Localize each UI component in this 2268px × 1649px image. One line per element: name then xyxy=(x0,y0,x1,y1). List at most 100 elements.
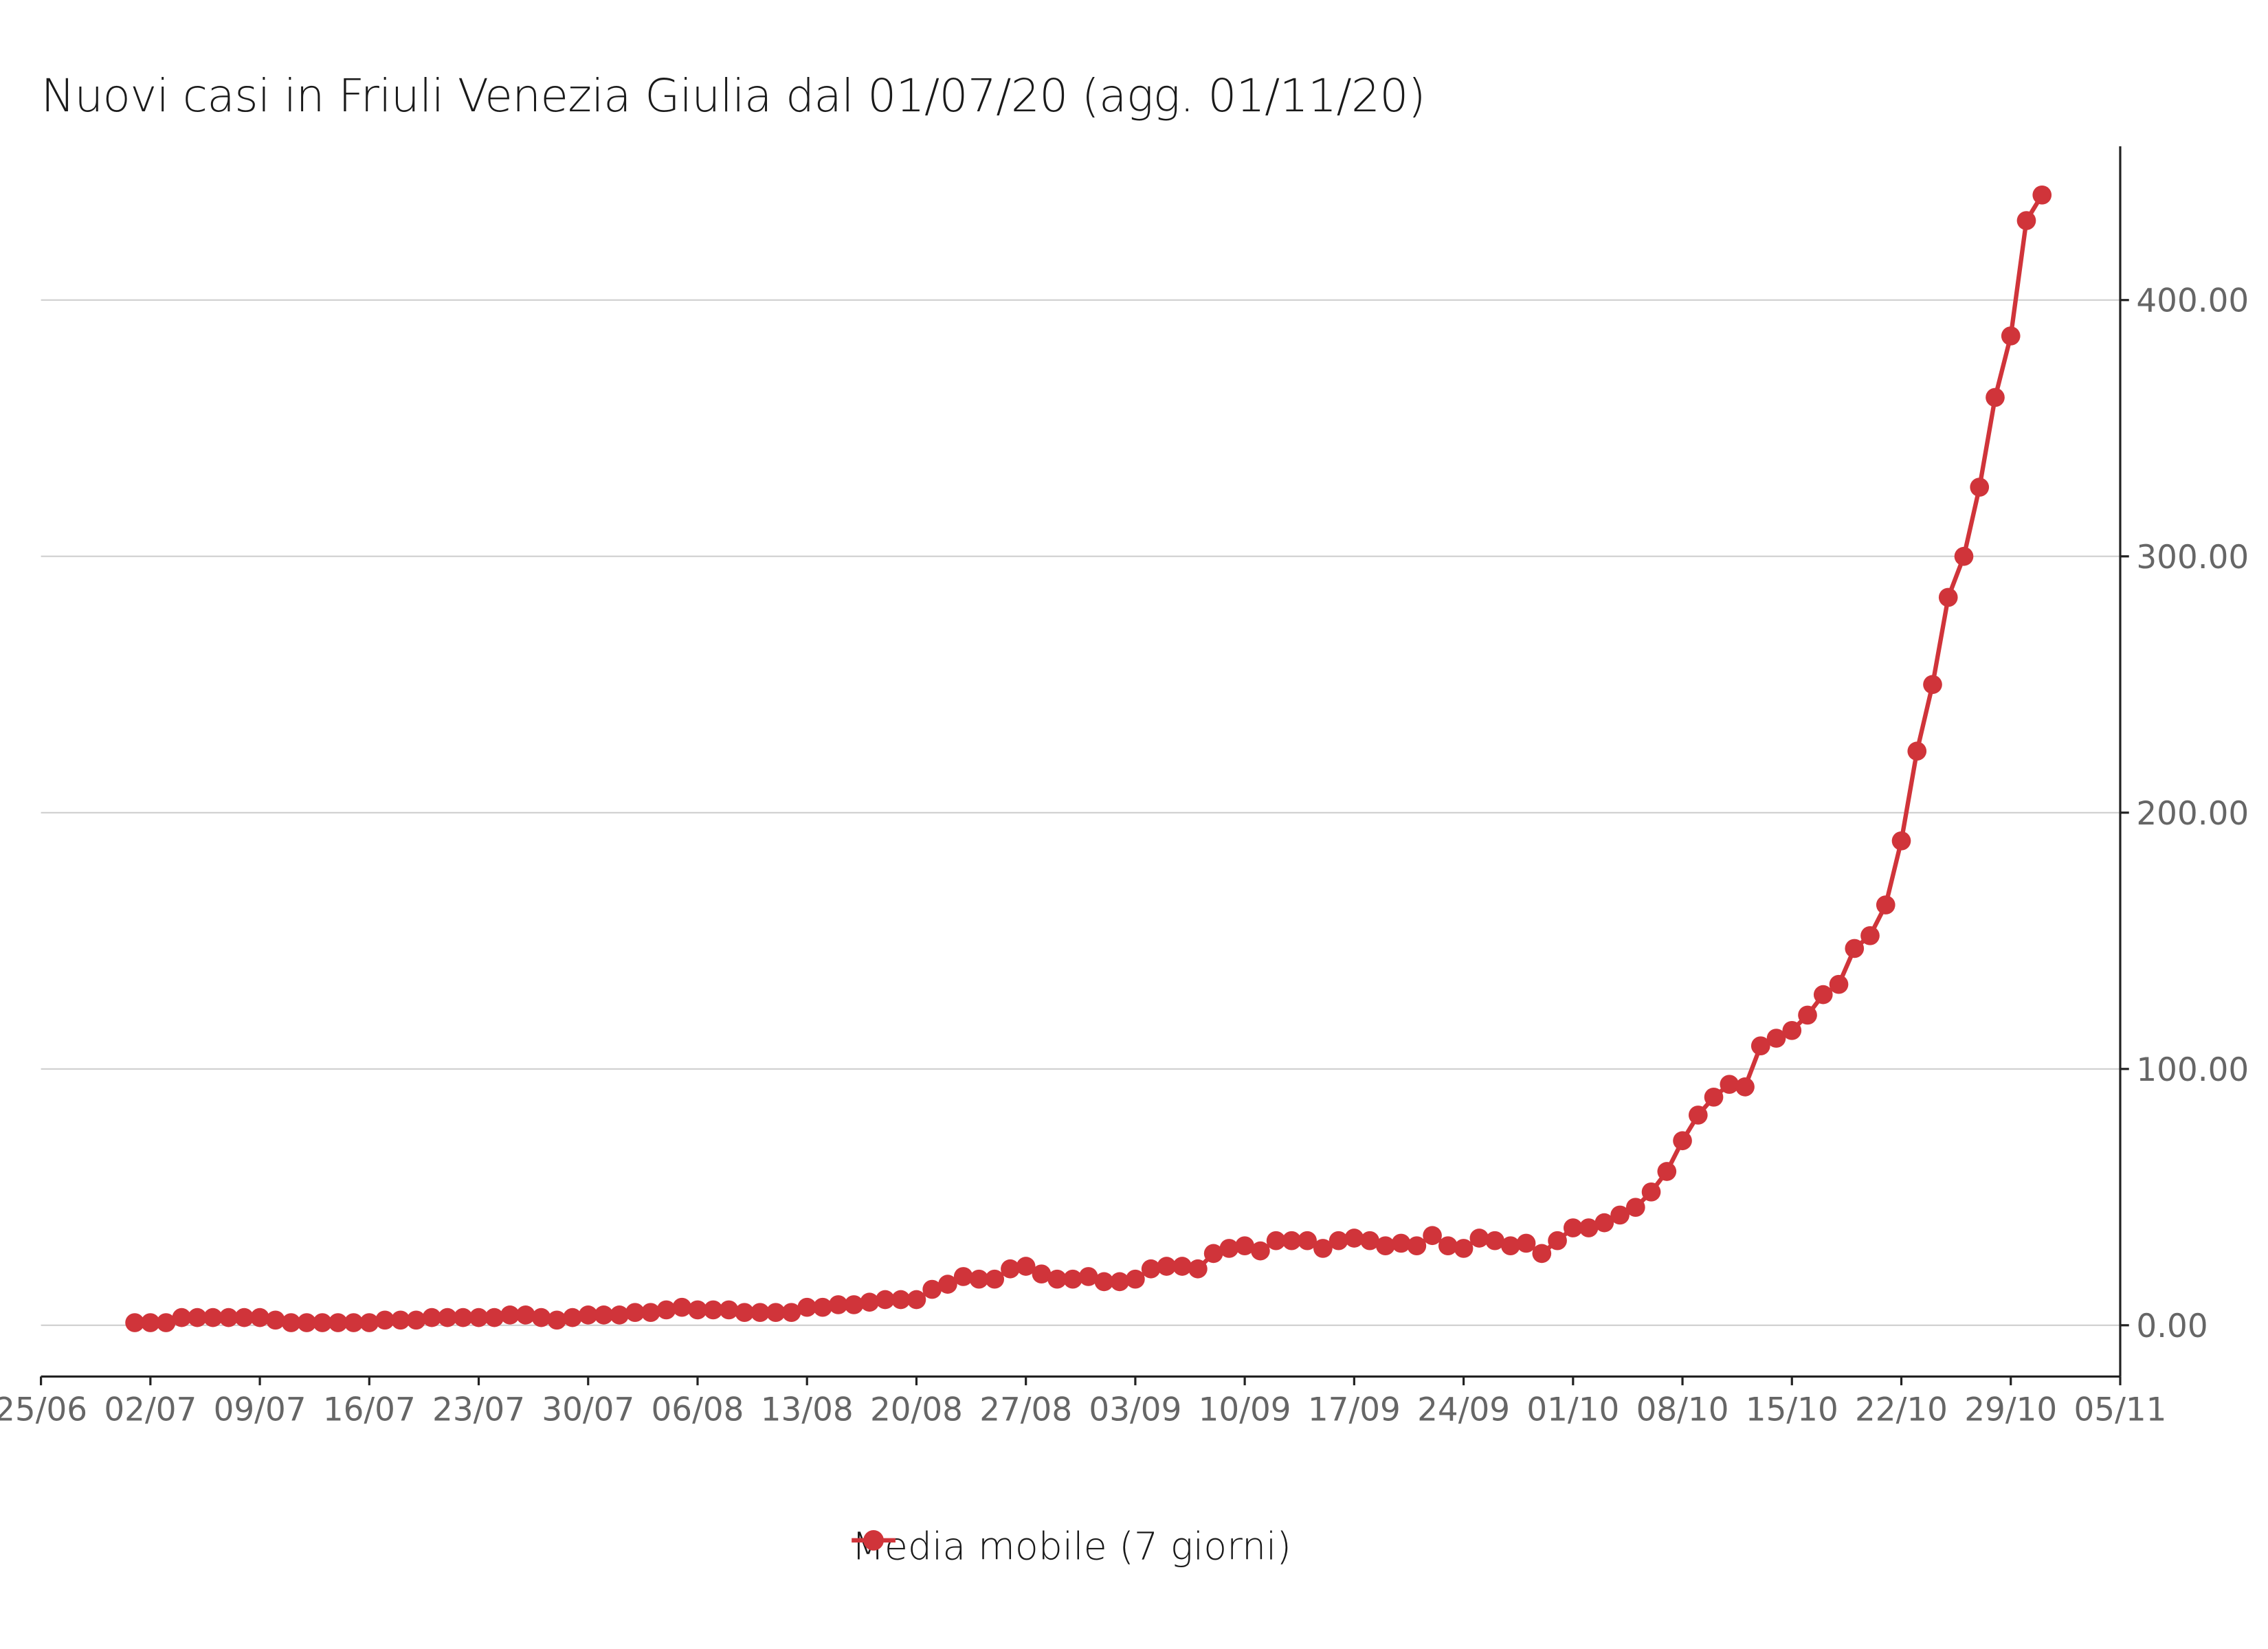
data-point xyxy=(453,1308,473,1327)
data-point xyxy=(1954,546,1974,566)
data-point xyxy=(125,1313,144,1332)
data-point xyxy=(2032,185,2052,205)
x-tick-label: 10/09 xyxy=(1199,1391,1291,1428)
data-point xyxy=(1172,1257,1192,1276)
data-point xyxy=(1907,741,1927,761)
data-point xyxy=(1704,1087,1724,1107)
legend-marker-icon xyxy=(852,1529,896,1551)
data-point xyxy=(344,1313,364,1332)
data-point xyxy=(907,1290,926,1310)
x-tick-label: 08/10 xyxy=(1636,1391,1729,1428)
data-point xyxy=(406,1310,426,1330)
data-point xyxy=(1813,985,1833,1005)
x-tick-label: 16/07 xyxy=(323,1391,416,1428)
data-point xyxy=(1673,1131,1692,1151)
data-point xyxy=(1360,1231,1379,1250)
data-point xyxy=(1891,831,1911,851)
y-tick-label: 200.00 xyxy=(2136,796,2249,833)
x-tick-label: 13/08 xyxy=(761,1391,854,1428)
data-point xyxy=(1063,1269,1082,1289)
x-tick-label: 30/07 xyxy=(542,1391,634,1428)
x-tick-label: 02/07 xyxy=(104,1391,197,1428)
data-point xyxy=(188,1308,207,1327)
x-axis-ticks: 25/06 02/07 09/07 16/07 23/07 30/07 06/08 13/08… xyxy=(0,1376,2166,1428)
data-point xyxy=(969,1269,989,1289)
data-point xyxy=(234,1308,254,1327)
data-point xyxy=(1720,1075,1739,1095)
data-point xyxy=(328,1313,348,1332)
x-tick-label: 29/10 xyxy=(1964,1391,2057,1428)
data-point xyxy=(781,1303,801,1323)
data-point xyxy=(1938,587,1958,607)
data-point xyxy=(313,1313,332,1332)
data-point xyxy=(1516,1233,1536,1253)
data-point xyxy=(751,1303,770,1323)
data-point xyxy=(500,1305,520,1325)
data-point xyxy=(1454,1239,1474,1258)
data-point xyxy=(422,1308,442,1327)
series-points-group xyxy=(125,185,2052,1332)
data-point xyxy=(563,1308,582,1327)
data-point xyxy=(641,1303,660,1323)
x-tick-label: 17/09 xyxy=(1308,1391,1401,1428)
x-tick-label: 06/08 xyxy=(652,1391,744,1428)
data-point xyxy=(281,1313,301,1332)
x-tick-label: 24/09 xyxy=(1417,1391,1510,1428)
data-point xyxy=(1423,1226,1442,1246)
data-point xyxy=(1407,1236,1427,1256)
data-point xyxy=(891,1290,911,1310)
data-point xyxy=(1157,1257,1177,1276)
chart-title: Nuovi casi in Friuli Venezia Giulia dal … xyxy=(41,70,1426,123)
data-point xyxy=(1766,1029,1786,1048)
data-point xyxy=(172,1308,192,1327)
data-point xyxy=(1251,1241,1270,1261)
series-line-group xyxy=(135,194,2044,1325)
x-tick-label: 15/10 xyxy=(1746,1391,1838,1428)
axes xyxy=(41,146,2122,1378)
legend: Media mobile (7 giorni) xyxy=(852,1518,1291,1577)
data-point xyxy=(1501,1236,1520,1256)
x-tick-label: 27/08 xyxy=(979,1391,1072,1428)
data-point xyxy=(860,1292,880,1312)
y-tick-label: 100.00 xyxy=(2136,1052,2249,1089)
data-point xyxy=(250,1308,269,1327)
data-point xyxy=(265,1310,285,1330)
data-point xyxy=(1094,1272,1114,1292)
data-point xyxy=(703,1300,723,1320)
data-point xyxy=(766,1303,786,1323)
gridlines xyxy=(41,299,2120,1326)
data-point xyxy=(1782,1020,1802,1040)
data-point xyxy=(844,1295,864,1314)
data-point xyxy=(1016,1257,1036,1276)
data-point xyxy=(813,1297,832,1317)
data-point xyxy=(1594,1213,1614,1233)
data-point xyxy=(2001,326,2021,346)
data-point xyxy=(1328,1231,1348,1250)
data-point xyxy=(1438,1236,1458,1256)
data-point xyxy=(656,1300,676,1320)
data-point xyxy=(1688,1106,1708,1125)
data-point xyxy=(828,1295,848,1314)
x-tick-label: 23/07 xyxy=(432,1391,525,1428)
data-point xyxy=(156,1313,176,1332)
data-point xyxy=(797,1297,817,1317)
data-point xyxy=(1391,1233,1411,1253)
data-point xyxy=(1298,1231,1317,1250)
data-point xyxy=(1126,1269,1145,1289)
data-point xyxy=(1047,1269,1067,1289)
x-tick-label: 05/11 xyxy=(2074,1391,2166,1428)
data-point xyxy=(375,1310,394,1330)
data-point xyxy=(469,1308,489,1327)
data-point xyxy=(1141,1259,1161,1279)
data-point xyxy=(1750,1036,1770,1056)
data-point xyxy=(1110,1272,1129,1292)
data-point xyxy=(359,1313,379,1332)
data-point xyxy=(1376,1236,1395,1256)
data-point xyxy=(1829,974,1849,994)
y-tick-label: 0.00 xyxy=(2136,1308,2208,1345)
data-point xyxy=(672,1297,692,1317)
data-point xyxy=(1579,1218,1599,1237)
data-point xyxy=(1735,1077,1755,1097)
y-tick-label: 400.00 xyxy=(2136,283,2249,320)
